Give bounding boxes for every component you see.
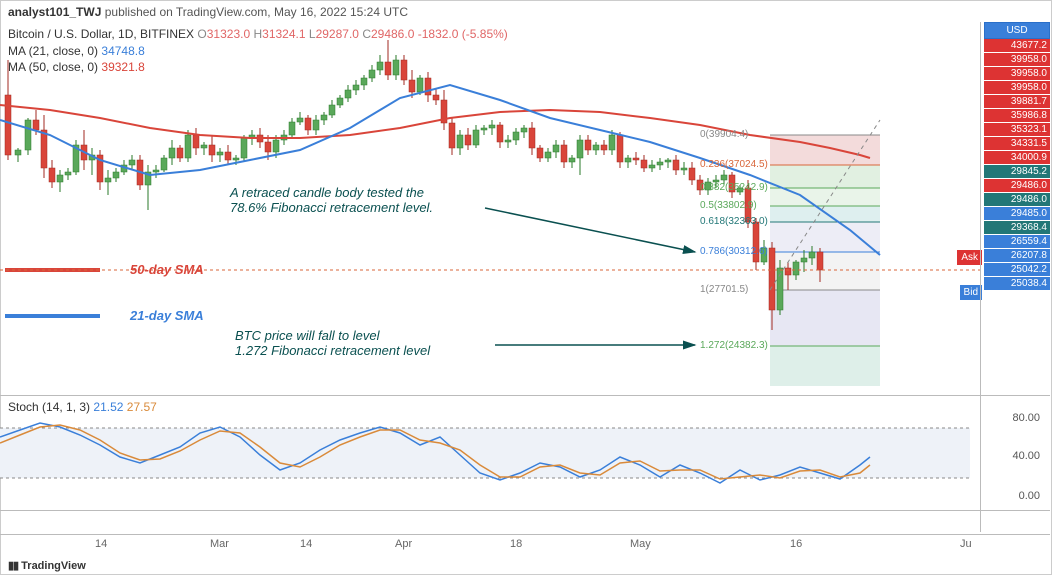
price-tick: 29368.4 [984,221,1050,234]
fib-level-label: 1.272(24382.3) [700,340,768,351]
price-tick: 34331.5 [984,137,1050,150]
price-axis: USD 43677.239958.039958.039958.039881.73… [984,22,1050,291]
stoch-tick: 0.00 [1019,490,1040,502]
annotation-fib-target: BTC price will fall to level 1.272 Fibon… [235,328,430,358]
axis-separator [980,22,981,532]
stoch-tick: 40.00 [1012,450,1040,462]
price-tick: 29486.0 [984,193,1050,206]
fib-level-label: 0.382(35242.9) [700,182,768,193]
price-tick: 29845.2 [984,165,1050,178]
panel-separator [0,534,1050,535]
currency-button[interactable]: USD [984,22,1050,39]
price-tick: 39881.7 [984,95,1050,108]
price-tick: 39958.0 [984,67,1050,80]
x-tick: Mar [210,538,229,550]
price-tick: 35986.8 [984,109,1050,122]
price-tick: 34000.9 [984,151,1050,164]
fib-level-label: 0.236(37024.5) [700,159,768,170]
fib-level-label: 0.786(30312.6) [700,246,768,257]
price-tick: 29486.0 [984,179,1050,192]
price-tick: 25038.4 [984,277,1050,290]
price-tick: 26207.8 [984,249,1050,262]
fib-level-label: 0.5(33802.9) [700,200,757,211]
stoch-chart[interactable] [0,400,980,500]
price-tick: 39958.0 [984,53,1050,66]
x-tick: May [630,538,651,550]
x-tick: 16 [790,538,802,550]
price-tick: 39958.0 [984,81,1050,94]
price-tick: 29485.0 [984,207,1050,220]
fib-level-label: 0(39904.4) [700,129,748,140]
fib-level-label: 1(27701.5) [700,284,748,295]
x-tick: Apr [395,538,412,550]
price-tick: 35323.1 [984,123,1050,136]
x-tick: Ju [960,538,972,550]
x-tick: 14 [95,538,107,550]
fib-level-label: 0.618(32363.0) [700,216,768,227]
x-tick: 18 [510,538,522,550]
panel-separator [0,395,1050,396]
price-chart[interactable] [0,0,980,395]
sma21-label: 21-day SMA [130,308,204,323]
annotation-fib-test: A retraced candle body tested the 78.6% … [230,185,433,215]
bid-badge: Bid [960,285,982,300]
x-tick: 14 [300,538,312,550]
stoch-tick: 80.00 [1012,412,1040,424]
tradingview-logo: ▮▮ TradingView [8,559,86,572]
sma50-label: 50-day SMA [130,262,204,277]
panel-separator [0,510,1050,511]
price-tick: 25042.2 [984,263,1050,276]
price-tick: 43677.2 [984,39,1050,52]
ask-badge: Ask [957,250,982,265]
price-tick: 26559.4 [984,235,1050,248]
x-axis: 14 Mar 14 Apr 18 May 16 Ju [0,538,970,554]
